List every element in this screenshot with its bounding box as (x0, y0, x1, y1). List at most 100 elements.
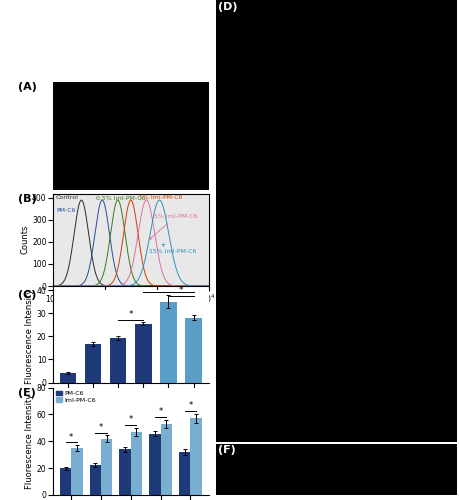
5% ImI-PM-C6 (145, 198, 151, 204)
Text: (C): (C) (18, 290, 37, 300)
0.5% ImI-PM-C6 (115, 197, 121, 203)
Control (206, 283, 212, 289)
Text: 1% ImI-PM-C6: 1% ImI-PM-C6 (139, 196, 182, 200)
Text: *: * (129, 310, 133, 320)
X-axis label: FL1-H: FL1-H (119, 306, 143, 315)
Bar (161, 424, 172, 495)
Text: *: * (188, 402, 192, 410)
5% ImI-PM-C6 (50, 283, 56, 289)
Text: 15% ImI-PM-C6: 15% ImI-PM-C6 (149, 244, 196, 254)
Text: *: * (69, 432, 73, 442)
Bar (185, 318, 202, 382)
Control (168, 283, 174, 289)
1% ImI-PM-C6 (206, 283, 212, 289)
Text: (E): (E) (18, 388, 36, 398)
0.5% ImI-PM-C6 (150, 283, 155, 289)
1% ImI-PM-C6 (150, 282, 155, 288)
Line: PM-C6: PM-C6 (53, 200, 209, 286)
Bar (179, 452, 190, 495)
Bar (131, 432, 142, 495)
15% ImI-PM-C6 (60, 283, 65, 289)
PM-C6 (150, 283, 155, 289)
1% ImI-PM-C6 (145, 277, 151, 283)
15% ImI-PM-C6 (140, 263, 146, 269)
Bar (190, 418, 202, 495)
Line: 0.5% ImI-PM-C6: 0.5% ImI-PM-C6 (53, 200, 209, 286)
Text: Control: Control (56, 196, 79, 200)
1% ImI-PM-C6 (141, 264, 146, 270)
5% ImI-PM-C6 (168, 282, 174, 288)
1% ImI-PM-C6 (185, 283, 190, 289)
Line: 1% ImI-PM-C6: 1% ImI-PM-C6 (53, 200, 209, 286)
5% ImI-PM-C6 (144, 197, 149, 203)
15% ImI-PM-C6 (168, 245, 174, 251)
Text: (D): (D) (218, 2, 238, 12)
Bar (85, 344, 101, 383)
Text: 0.5% ImI-PM-C6,: 0.5% ImI-PM-C6, (96, 196, 148, 200)
PM-C6 (145, 283, 151, 289)
PM-C6 (60, 283, 65, 289)
15% ImI-PM-C6 (145, 245, 150, 251)
Text: PM-C6: PM-C6 (56, 208, 75, 214)
Bar (71, 448, 83, 495)
Text: (B): (B) (18, 194, 37, 203)
PM-C6 (185, 283, 190, 289)
1% ImI-PM-C6 (168, 283, 174, 289)
15% ImI-PM-C6 (50, 283, 56, 289)
Line: 5% ImI-PM-C6: 5% ImI-PM-C6 (53, 200, 209, 286)
0.5% ImI-PM-C6 (168, 283, 174, 289)
PM-C6 (50, 283, 56, 289)
Control (60, 280, 65, 286)
Text: *: * (179, 286, 183, 295)
1% ImI-PM-C6 (60, 283, 65, 289)
Text: *: * (129, 416, 133, 424)
15% ImI-PM-C6 (157, 197, 162, 203)
15% ImI-PM-C6 (150, 219, 155, 225)
Line: Control: Control (53, 200, 209, 286)
PM-C6 (206, 283, 212, 289)
Bar (149, 434, 161, 495)
0.5% ImI-PM-C6 (206, 283, 212, 289)
1% ImI-PM-C6 (128, 197, 134, 203)
5% ImI-PM-C6 (185, 283, 190, 289)
Bar (60, 468, 71, 495)
Bar (101, 438, 112, 495)
Legend: PM-C6, ImI-PM-C6: PM-C6, ImI-PM-C6 (56, 390, 96, 402)
Y-axis label: Counts: Counts (20, 225, 29, 254)
Bar (110, 338, 126, 382)
Control (150, 283, 155, 289)
5% ImI-PM-C6 (150, 216, 155, 222)
Text: (A): (A) (18, 82, 37, 92)
Bar (90, 465, 101, 495)
Bar (60, 373, 76, 382)
PM-C6 (141, 283, 146, 289)
Text: 5% ImI-PM-C6: 5% ImI-PM-C6 (149, 214, 198, 240)
PM-C6 (100, 197, 105, 203)
5% ImI-PM-C6 (60, 283, 65, 289)
Y-axis label: Fluorescence Intensity: Fluorescence Intensity (25, 288, 34, 384)
Text: (F): (F) (218, 444, 236, 454)
Bar (119, 450, 131, 495)
Control (50, 283, 56, 289)
15% ImI-PM-C6 (206, 283, 212, 289)
0.5% ImI-PM-C6 (185, 283, 190, 289)
Y-axis label: Fluorescence Intensity: Fluorescence Intensity (25, 394, 34, 489)
Control (145, 283, 151, 289)
15% ImI-PM-C6 (185, 282, 190, 288)
5% ImI-PM-C6 (140, 202, 146, 208)
Control (141, 283, 146, 289)
Line: 15% ImI-PM-C6: 15% ImI-PM-C6 (53, 200, 209, 286)
Text: *: * (99, 423, 103, 432)
Control (185, 283, 190, 289)
Bar (160, 302, 177, 382)
5% ImI-PM-C6 (206, 283, 212, 289)
PM-C6 (168, 283, 174, 289)
0.5% ImI-PM-C6 (60, 283, 65, 289)
1% ImI-PM-C6 (50, 283, 56, 289)
0.5% ImI-PM-C6 (141, 283, 146, 289)
0.5% ImI-PM-C6 (50, 283, 56, 289)
Text: *: * (158, 408, 163, 416)
Control (78, 197, 84, 203)
Bar (135, 324, 151, 382)
0.5% ImI-PM-C6 (145, 283, 151, 289)
